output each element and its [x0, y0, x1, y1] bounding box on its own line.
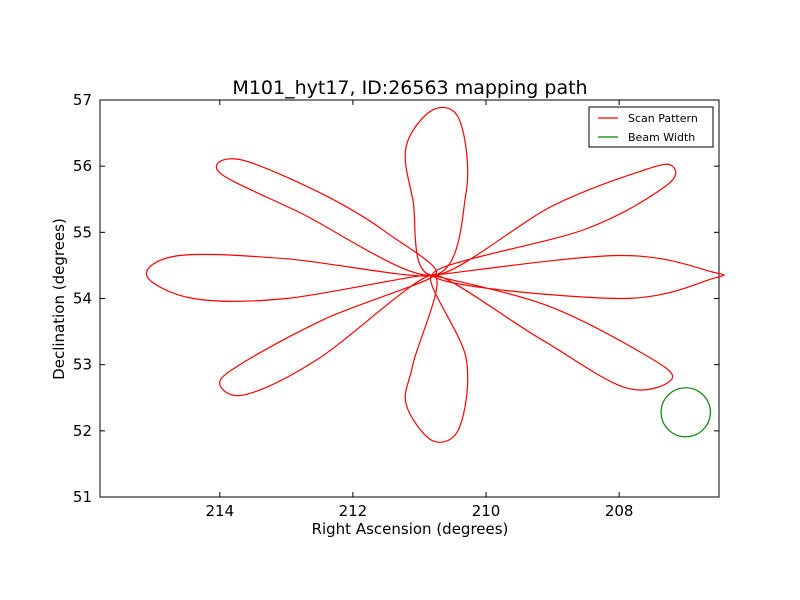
- y-tick-label: 55: [73, 223, 92, 241]
- y-tick-label: 54: [73, 290, 92, 308]
- x-axis-label: Right Ascension (degrees): [312, 520, 509, 538]
- x-tick-label: 212: [339, 502, 368, 520]
- y-tick-label: 53: [73, 356, 92, 374]
- x-tick-label: 214: [205, 502, 234, 520]
- y-tick-label: 51: [73, 488, 92, 506]
- legend: Scan Pattern Beam Width: [588, 106, 714, 148]
- plot-area: 214 212 210 208 51 52 53 54 55 56 57: [73, 91, 725, 520]
- x-tick-label: 208: [605, 502, 634, 520]
- legend-box: [588, 106, 714, 148]
- y-tick-label: 56: [73, 157, 92, 175]
- y-axis-label: Declination (degrees): [50, 218, 68, 380]
- x-axis-ticks: 214 212 210 208: [205, 100, 633, 520]
- legend-label-scan-pattern: Scan Pattern: [628, 112, 698, 125]
- y-tick-label: 52: [73, 422, 92, 440]
- x-tick-label: 210: [472, 502, 501, 520]
- series-layer: [145, 106, 725, 443]
- y-tick-label: 57: [73, 91, 92, 109]
- scan-pattern-line: [145, 106, 725, 443]
- beam-width-circle: [660, 387, 711, 438]
- y-axis-ticks: 51 52 53 54 55 56 57: [73, 91, 719, 506]
- legend-label-beam-width: Beam Width: [628, 131, 695, 144]
- chart-title: M101_hyt17, ID:26563 mapping path: [232, 77, 587, 99]
